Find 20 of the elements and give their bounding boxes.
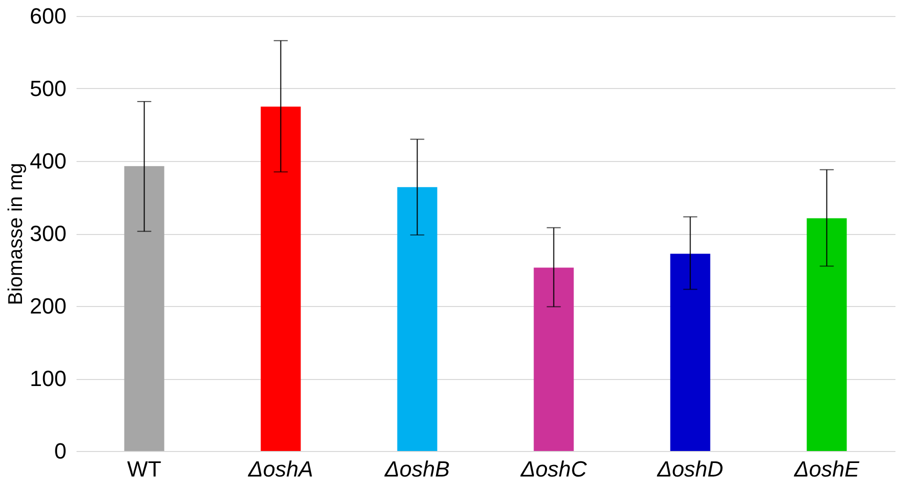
x-tick-label: ΔoshD	[656, 456, 724, 482]
bar	[260, 106, 301, 451]
y-tick-label: 0	[54, 438, 66, 464]
y-tick-label: 400	[30, 148, 66, 174]
bar	[670, 254, 710, 451]
bar	[124, 166, 164, 451]
x-tick-label: ΔoshB	[384, 456, 450, 482]
y-tick-label: 200	[30, 294, 66, 318]
x-tick-label: WT	[127, 456, 162, 482]
x-tick-label: ΔoshE	[793, 456, 860, 482]
y-tick-label: 300	[30, 221, 66, 246]
y-tick-label: 100	[30, 366, 66, 391]
y-tick-label: 600	[30, 4, 66, 28]
bar	[534, 268, 574, 451]
x-tick-label: ΔoshC	[520, 456, 587, 482]
bar	[397, 187, 438, 451]
y-tick-label: 500	[30, 76, 66, 101]
y-axis-title: Biomasse in mg	[4, 162, 27, 306]
x-tick-label: ΔoshA	[247, 456, 314, 482]
bar	[806, 218, 847, 451]
